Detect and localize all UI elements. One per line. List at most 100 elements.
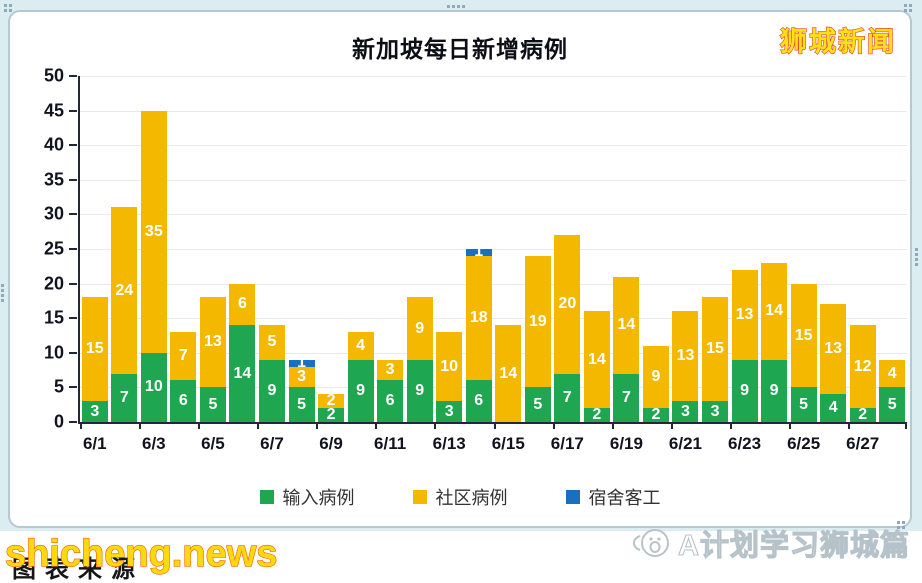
x-axis-tick — [257, 422, 260, 429]
x-axis-line — [78, 422, 907, 424]
bar-segment: 12 — [849, 325, 876, 409]
bar-segment: 14 — [613, 276, 640, 374]
x-axis-label: 6/17 — [550, 434, 584, 453]
resize-handle-left-middle[interactable] — [1, 284, 4, 287]
bar-segment: 4 — [879, 359, 906, 388]
bar-segment: 14 — [495, 325, 522, 422]
watermark-shicheng: shicheng.news — [4, 532, 278, 575]
bar-segment: 18 — [465, 255, 492, 381]
bar-segment: 15 — [81, 297, 108, 402]
bar-segment: 3 — [288, 366, 315, 388]
resize-handle-top-right[interactable] — [904, 4, 907, 7]
bar-segment: 1 — [465, 244, 492, 260]
bar-segment: 6 — [377, 380, 404, 422]
x-axis-tick — [552, 422, 555, 429]
y-axis-tick — [69, 213, 77, 216]
y-axis-tick — [69, 282, 77, 285]
bar-segment: 10 — [436, 332, 463, 402]
bar-segment: 6 — [170, 380, 197, 422]
bar-segment: 6 — [465, 380, 492, 422]
bar-segment: 4 — [820, 394, 847, 422]
y-axis-label: 0 — [53, 411, 64, 432]
bar-segment: 20 — [554, 235, 581, 374]
y-axis-label: 50 — [43, 65, 64, 86]
bar-segment: 9 — [406, 359, 433, 422]
bar-segment: 5 — [879, 387, 906, 422]
chart-title: 新加坡每日新增病例 — [352, 36, 568, 62]
y-axis-tick — [69, 386, 77, 389]
gridline — [80, 145, 907, 147]
bar-segment: 7 — [613, 373, 640, 422]
bar-segment: 2 — [583, 407, 610, 422]
bar-segment: 14 — [761, 262, 788, 360]
bar-segment: 5 — [288, 387, 315, 422]
y-axis-tick — [69, 351, 77, 354]
x-axis-tick — [316, 422, 319, 429]
bar-segment: 2 — [849, 407, 876, 422]
gridline — [80, 110, 907, 112]
x-axis-label: 6/11 — [374, 434, 407, 453]
x-axis-label: 6/5 — [201, 434, 225, 453]
bar-segment: 9 — [406, 297, 433, 360]
x-axis-tick — [139, 422, 142, 429]
resize-handle-bottom-right[interactable] — [897, 521, 900, 524]
x-axis-label: 6/27 — [846, 434, 880, 453]
bar-segment: 10 — [140, 352, 167, 422]
legend-swatch-icon — [412, 490, 427, 504]
legend-item: 社区病例 — [412, 484, 508, 510]
resize-handle-top-left[interactable] — [4, 4, 7, 7]
bar-segment: 9 — [642, 345, 669, 409]
x-axis-tick — [729, 422, 732, 429]
legend-item: 宿舍客工 — [565, 484, 661, 510]
y-axis-label: 20 — [43, 273, 64, 294]
gridline — [80, 352, 907, 354]
gridline — [80, 387, 907, 389]
x-axis-tick — [375, 422, 378, 429]
bar-segment: 9 — [731, 359, 758, 422]
x-axis-label: 6/23 — [728, 434, 762, 453]
bar-segment: 9 — [347, 359, 374, 422]
y-axis-label: 35 — [43, 169, 64, 190]
bar-segment: 15 — [702, 297, 729, 402]
bar-segment: 5 — [790, 387, 817, 422]
bar-segment: 15 — [790, 283, 817, 388]
x-axis-tick — [847, 422, 850, 429]
x-axis-tick — [434, 422, 437, 429]
bar-segment: 2 — [642, 407, 669, 422]
bar-segment: 9 — [761, 359, 788, 422]
legend-swatch-icon — [565, 490, 580, 504]
bar-segment: 3 — [377, 359, 404, 381]
resize-handle-right-middle[interactable] — [915, 248, 918, 251]
legend-swatch-icon — [259, 490, 274, 504]
resize-handle-top-center[interactable] — [447, 5, 450, 8]
brand-logo: 狮城新闻 — [779, 26, 896, 57]
y-axis-tick — [69, 109, 77, 112]
x-axis-tick — [670, 422, 673, 429]
bar-segment: 24 — [111, 207, 138, 374]
bar-segment: 2 — [318, 407, 345, 422]
bar-segment: 5 — [258, 325, 285, 360]
x-axis-label: 6/13 — [432, 434, 466, 453]
plot-area: 0 5 10 15 20 25 30 35 40 45 50 3 15 7 24 10 35 6 7 5 13 14 6 9 5… — [44, 66, 907, 453]
bar-segment: 9 — [258, 359, 285, 422]
bar-segment: 13 — [199, 297, 226, 388]
megaphone-face-icon — [630, 526, 672, 560]
bar-segment: 35 — [140, 110, 167, 353]
bar-segment: 3 — [702, 401, 729, 422]
y-axis-label: 5 — [53, 376, 64, 397]
y-axis-label: 25 — [43, 238, 64, 259]
x-axis-label: 6/21 — [668, 434, 703, 453]
bar-segment: 7 — [111, 373, 138, 422]
legend-label: 输入病例 — [282, 488, 355, 508]
gridline — [80, 76, 907, 77]
y-axis-label: 10 — [43, 342, 64, 363]
bar-segment: 1 — [288, 355, 315, 371]
x-axis-label: 6/7 — [260, 434, 284, 453]
x-axis-label: 6/25 — [787, 434, 821, 453]
image-frame: 新加坡每日新增病例 狮城新闻 0 5 10 15 20 25 30 35 40 45 50 3 15 7 2… — [8, 10, 912, 528]
legend-item: 输入病例 — [259, 484, 355, 510]
legend-label: 社区病例 — [435, 488, 508, 508]
gridline — [80, 283, 907, 285]
x-axis-tick — [80, 422, 82, 429]
